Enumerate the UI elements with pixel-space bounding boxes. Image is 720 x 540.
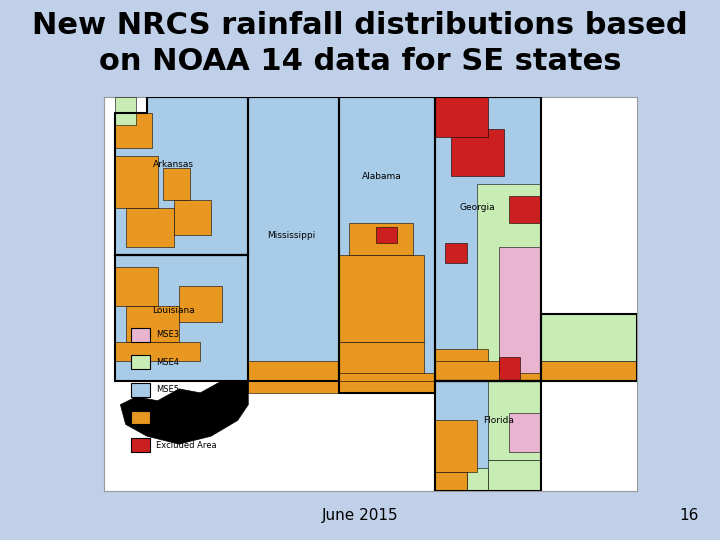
Polygon shape [509,413,541,452]
Polygon shape [488,381,541,460]
Polygon shape [339,381,435,393]
Text: Arkansas: Arkansas [153,160,194,168]
Text: Georgia: Georgia [459,203,495,212]
Polygon shape [179,286,222,322]
Polygon shape [339,97,435,393]
Text: MSE6: MSE6 [156,413,179,422]
Polygon shape [435,349,488,381]
Polygon shape [451,129,504,176]
Text: Alabama: Alabama [361,172,401,180]
Text: New NRCS rainfall distributions based
on NOAA 14 data for SE states: New NRCS rainfall distributions based on… [32,11,688,76]
Polygon shape [509,196,541,224]
Text: Louisiana: Louisiana [153,306,195,315]
Polygon shape [435,421,477,472]
Polygon shape [115,157,158,207]
Polygon shape [435,381,541,491]
Polygon shape [248,373,435,393]
Polygon shape [339,255,424,342]
Text: Florida: Florida [483,416,514,425]
Bar [131,438,150,452]
Polygon shape [115,267,158,306]
Polygon shape [477,184,541,373]
Polygon shape [115,97,248,255]
Polygon shape [435,361,637,381]
Bar [131,383,150,397]
Polygon shape [126,207,174,247]
Polygon shape [248,97,339,381]
Polygon shape [126,306,179,342]
Polygon shape [120,381,248,444]
Polygon shape [435,314,637,381]
Polygon shape [435,97,488,137]
Polygon shape [248,361,339,381]
Polygon shape [446,243,467,263]
Polygon shape [467,468,488,491]
Polygon shape [435,472,467,491]
Polygon shape [488,460,541,491]
Polygon shape [349,224,413,255]
Text: MSE5: MSE5 [156,386,179,394]
Polygon shape [115,113,153,148]
Text: Excluded Area: Excluded Area [156,441,217,450]
Polygon shape [499,357,520,381]
Polygon shape [163,168,189,200]
Polygon shape [499,247,541,373]
Text: Mississippi: Mississippi [266,231,315,240]
Bar [131,410,150,424]
Polygon shape [339,342,424,393]
Polygon shape [115,255,248,381]
Text: June 2015: June 2015 [322,508,398,523]
Text: MSE4: MSE4 [156,358,179,367]
Text: 16: 16 [679,508,698,523]
Polygon shape [541,314,637,361]
Bar [131,355,150,369]
Polygon shape [376,227,397,243]
Bar [131,328,150,342]
Polygon shape [115,97,136,125]
Text: MSE3: MSE3 [156,330,179,339]
Polygon shape [435,97,541,381]
Polygon shape [174,200,211,235]
Polygon shape [115,342,200,361]
